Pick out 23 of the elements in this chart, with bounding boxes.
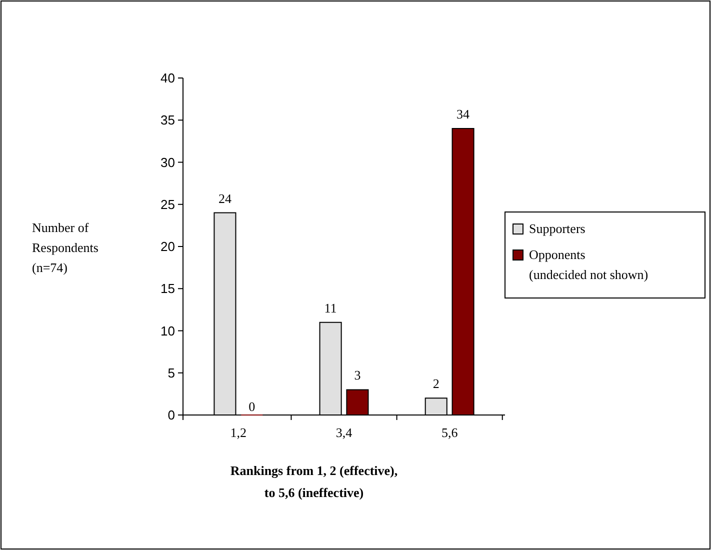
y-tick-label: 25 [160,196,175,212]
text: (undecided not shown) [529,267,648,282]
y-tick-label: 40 [160,70,175,86]
data-label: 2 [432,376,440,392]
x-tick-label: 3,4 [336,425,353,440]
y-tick-label: 10 [160,323,175,338]
y-tick-label: 15 [160,281,175,296]
y-axis-title: Number of Respondents (n=74) [32,220,98,275]
legend-label: Supporters [529,221,586,236]
x-tick-label: 5,6 [441,425,458,440]
y-tick-label: 0 [168,408,175,423]
data-label: 34 [456,106,470,122]
y-tick-label: 35 [160,112,175,128]
data-label: 3 [354,368,361,383]
data-label: 11 [324,300,337,316]
y-tick-label: 30 [160,154,175,170]
y-tick-label: 20 [160,239,175,254]
data-label: 24 [218,190,232,206]
legend-label: Opponents [529,247,586,262]
y-tick-label: 5 [168,365,175,380]
data-label: 0 [248,399,256,414]
x-axis-title: Rankings from 1, 2 (effective), to 5,6 (ineffective) [230,463,398,500]
x-tick-label: 1,2 [230,425,247,440]
